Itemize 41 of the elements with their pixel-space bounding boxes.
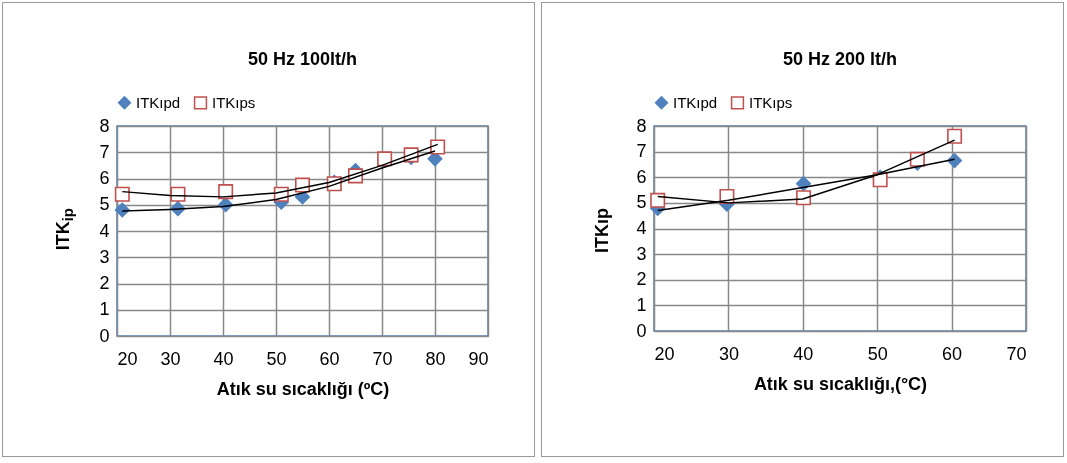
x-tick-label: 60 [319,348,340,369]
y-tick-label: 0 [636,320,647,341]
legend-label: ITKıps [749,93,793,111]
x-tick-label: 70 [372,348,393,369]
x-tick-label: 20 [654,343,675,364]
legend-label: ITKıpd [673,93,718,111]
x-tick-label: 20 [117,348,138,369]
y-tick-label: 3 [99,246,110,267]
x-tick-label: 30 [718,343,739,364]
chart-title: 50 Hz 100lt/h [247,49,357,69]
chart-title: 50 Hz 200 lt/h [782,49,898,69]
legend-label: ITKıpd [135,93,180,111]
y-tick-label: 5 [636,192,647,213]
x-tick-label: 70 [1006,343,1027,364]
y-tick-label: 4 [99,220,110,241]
x-tick-label: 50 [867,343,888,364]
y-tick-label: 8 [99,115,110,136]
y-tick-label: 4 [636,218,647,238]
y-tick-label: 7 [99,141,110,162]
x-tick-label: 80 [425,348,446,369]
y-tick-label: 6 [99,168,110,188]
legend-label: ITKıps [211,93,255,111]
y-tick-label: 2 [99,273,110,293]
y-tick-label: 8 [636,115,647,136]
x-tick-label: 40 [213,348,234,369]
x-tick-label: 90 [468,348,489,369]
x-tick-label: 60 [942,343,963,364]
y-tick-label: 1 [636,294,647,315]
x-axis-title: Atık su sıcaklığı (ºC) [216,378,389,399]
y-axis-title: ITKıp [592,208,613,253]
y-tick-label: 7 [636,141,647,162]
y-tick-label: 6 [636,166,647,187]
y-tick-label: 3 [636,243,647,264]
x-tick-label: 40 [793,343,814,364]
y-tick-label: 5 [99,194,110,215]
x-tick-label: 30 [160,348,181,369]
y-tick-label: 0 [99,325,110,346]
y-tick-label: 1 [99,299,110,320]
y-tick-label: 2 [636,269,647,290]
x-tick-label: 50 [266,348,287,369]
x-axis-title: Atık su sıcaklığı,(°C) [753,373,928,394]
